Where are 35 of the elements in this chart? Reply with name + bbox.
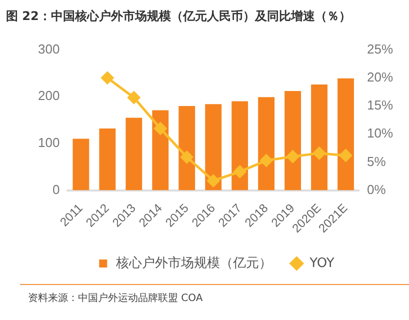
y2-tick-label: 10% <box>366 126 394 141</box>
text: 资料来源：中国户外运动品牌联盟 COA <box>28 292 203 305</box>
point <box>286 150 300 163</box>
y2-tick-label: 0% <box>366 182 386 197</box>
bar <box>232 101 248 190</box>
bar <box>152 110 169 190</box>
y-tick-label: 300 <box>38 41 60 56</box>
y-tick-label: 200 <box>38 88 60 104</box>
legend-label: 核心户外市场规模（亿元） <box>115 254 272 271</box>
point <box>313 146 326 160</box>
point <box>339 149 352 162</box>
y2-tick-label: 20% <box>366 69 394 84</box>
bar <box>99 128 116 190</box>
y2-tick-label: 15% <box>366 98 394 113</box>
point <box>180 150 194 164</box>
point <box>207 174 220 187</box>
bar <box>258 97 275 190</box>
point <box>234 165 246 178</box>
bar <box>338 78 354 190</box>
chart-title: 图 22：中国核心户外市场规模（亿元人民币）及同比增速（％） <box>6 8 351 25</box>
legend-label: YOY <box>308 256 334 271</box>
bar <box>126 118 142 190</box>
y-tick-label: 100 <box>38 135 60 150</box>
point <box>260 154 273 167</box>
bar <box>284 91 301 190</box>
bar <box>72 138 90 190</box>
y2-tick-label: 5% <box>366 154 386 169</box>
bar <box>311 84 328 190</box>
point <box>154 122 167 135</box>
y-tick-label: 0 <box>52 182 60 197</box>
bar <box>178 106 196 190</box>
bar <box>205 104 222 190</box>
y2-tick-label: 25% <box>366 41 394 56</box>
point <box>101 72 114 84</box>
point <box>128 91 140 104</box>
